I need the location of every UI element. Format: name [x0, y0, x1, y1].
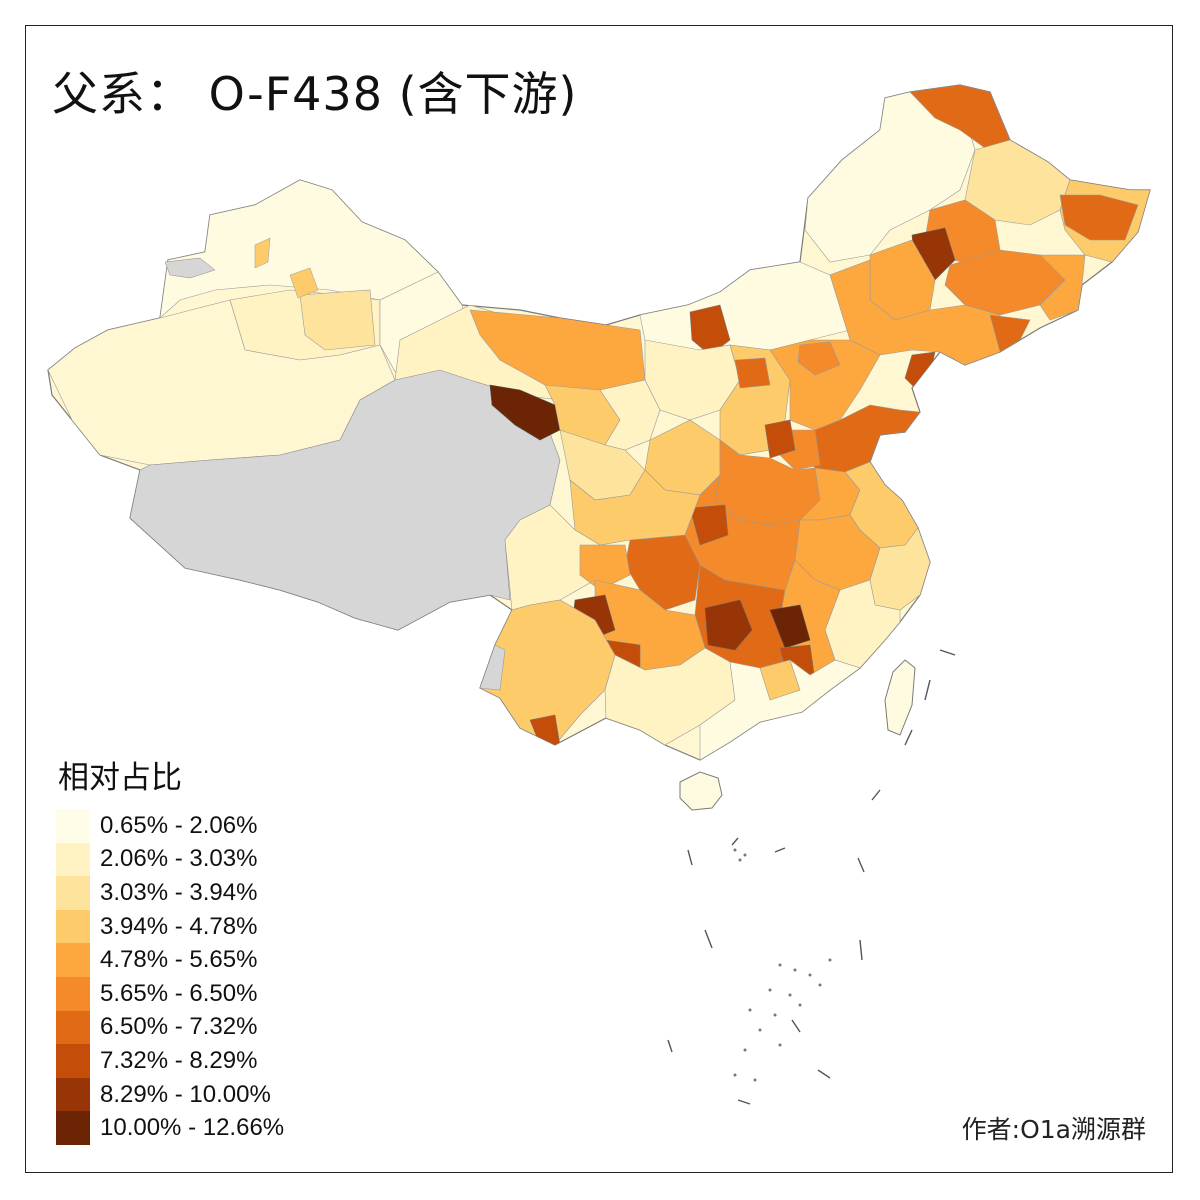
- region-jiamusi: [1059, 194, 1139, 241]
- region-liaoning-east: [989, 314, 1031, 353]
- legend-row: 7.32% - 8.29%: [56, 1044, 284, 1078]
- region-hebei: [769, 339, 881, 431]
- region-hunan-changsha: [769, 604, 811, 649]
- legend-row: 6.50% - 7.32%: [56, 1010, 284, 1045]
- region-guangdong-north: [759, 659, 801, 701]
- legend-swatch: [56, 976, 90, 1011]
- legend-row: 8.29% - 10.00%: [56, 1077, 284, 1112]
- region-taiwan: [884, 659, 916, 736]
- region-shiyan: [689, 504, 729, 546]
- legend-row: 3.94% - 4.78%: [56, 909, 284, 944]
- region-ningxia: [599, 379, 661, 451]
- region-hunan-changde: [704, 599, 753, 651]
- region-qinghai-xining: [489, 384, 561, 441]
- legend-label: 3.03% - 3.94%: [100, 878, 258, 906]
- legend-label: 8.29% - 10.00%: [100, 1080, 271, 1108]
- legend-label: 7.32% - 8.29%: [100, 1046, 258, 1074]
- south-china-sea-islands: [667, 649, 956, 1105]
- legend-row: 5.65% - 6.50%: [56, 976, 284, 1011]
- legend-label: 2.06% - 3.03%: [100, 845, 258, 873]
- legend-rows: 0.65% - 2.06% 2.06% - 3.03% 3.03% - 3.94% 3…: [56, 809, 284, 1145]
- region-datong: [734, 357, 771, 389]
- map-regions: [48, 85, 1150, 760]
- legend-swatch: [56, 1111, 90, 1145]
- legend-label: 5.65% - 6.50%: [100, 979, 258, 1007]
- region-hainan: [679, 771, 723, 811]
- legend-label: 4.78% - 5.65%: [100, 946, 258, 974]
- legend: 相对占比 0.65% - 2.06% 2.06% - 3.03% 3.03% - 3…: [56, 752, 284, 1145]
- legend-label: 3.94% - 4.78%: [100, 912, 258, 940]
- legend-swatch: [56, 876, 90, 910]
- region-jilin-east: [1039, 254, 1086, 321]
- region-guangdong: [699, 659, 861, 760]
- legend-swatch: [56, 809, 90, 843]
- legend-label: 6.50% - 7.32%: [100, 1013, 258, 1041]
- region-xinjiang-east: [299, 289, 376, 351]
- legend-row: 3.03% - 3.94%: [56, 876, 284, 910]
- legend-swatch: [56, 943, 90, 977]
- region-shijiazhuang: [764, 419, 796, 459]
- legend-swatch: [56, 909, 90, 944]
- author-credit: 作者:O1a溯源群: [961, 1115, 1146, 1144]
- legend-swatch: [56, 1010, 90, 1045]
- region-xinjiang-urumqi: [289, 267, 319, 299]
- map-title: 父系： O-F438 (含下游): [52, 67, 578, 121]
- legend-row: 4.78% - 5.65%: [56, 943, 284, 977]
- legend-swatch: [56, 842, 90, 877]
- legend-swatch: [56, 1077, 90, 1112]
- legend-title: 相对占比: [58, 760, 182, 796]
- region-xinjiang-ili: [254, 237, 271, 269]
- region-beijing: [797, 341, 841, 376]
- legend-row: 0.65% - 2.06%: [56, 809, 284, 843]
- legend-label: 0.65% - 2.06%: [100, 811, 258, 839]
- region-sichuan-chengdu: [579, 544, 631, 591]
- south-china-sea-dots: [733, 848, 832, 1082]
- legend-row: 2.06% - 3.03%: [56, 842, 284, 877]
- nodata-patch-xinjiang: [164, 257, 216, 279]
- legend-swatch: [56, 1044, 90, 1078]
- legend-label: 10.00% - 12.66%: [100, 1114, 285, 1142]
- legend-row: 10.00% - 12.66%: [56, 1111, 284, 1145]
